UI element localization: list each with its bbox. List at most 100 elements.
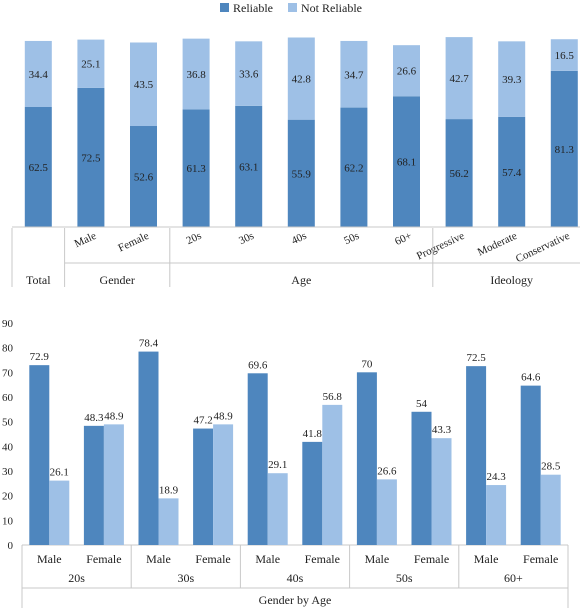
data-label-reliable-3: 61.3: [186, 163, 206, 175]
y-tick-label-2: 20: [2, 491, 14, 503]
data-label-reliable-7: 68.1: [397, 157, 416, 169]
data-label-not-reliable-9: 28.5: [541, 461, 561, 473]
data-label-reliable-2: 52.6: [134, 172, 154, 184]
group-label-bottom-2: 40s: [287, 571, 304, 585]
bar-reliable-5: [302, 441, 323, 545]
stacked-bar-chart: 62.5 34.4 72.5 25.1 52.6 43.5 61.3 36.8 63.1 33.6…: [11, 37, 580, 287]
bar-reliable-8: [445, 119, 473, 227]
bar-not-reliable-2: [130, 42, 157, 127]
data-label-not-reliable-1: 25.1: [81, 59, 100, 71]
bar-not-reliable-8: [486, 485, 507, 545]
bar-reliable-1: [83, 425, 104, 545]
data-label-reliable-8: 56.2: [449, 168, 468, 180]
group-label-3: Ideology: [490, 273, 533, 287]
bar-reliable-0: [29, 365, 50, 545]
group-label-2: Age: [291, 273, 311, 287]
data-label-reliable-5: 55.9: [292, 168, 312, 180]
data-label-reliable-8: 72.5: [466, 352, 486, 364]
group-label-bottom-1: 30s: [177, 571, 194, 585]
tick-label-10: Conservative: [514, 230, 572, 265]
bar-not-reliable-7: [431, 438, 452, 545]
tick-label-3: 20s: [184, 230, 203, 247]
y-tick-label-5: 50: [2, 417, 14, 429]
bar-reliable-1: [77, 87, 105, 227]
bar-not-reliable-1: [103, 424, 124, 545]
bar-reliable-4: [247, 373, 268, 545]
bar-not-reliable-8: [445, 37, 473, 120]
bar-reliable-8: [466, 366, 487, 545]
bar-reliable-6: [356, 372, 377, 545]
data-label-not-reliable-6: 26.6: [377, 465, 397, 477]
data-label-reliable-9: 64.6: [521, 372, 541, 384]
bar-not-reliable-6: [340, 40, 368, 108]
tick-label-bottom-9: Female: [523, 552, 558, 566]
data-label-not-reliable-7: 43.3: [432, 424, 452, 436]
bar-reliable-6: [340, 107, 368, 227]
bar-not-reliable-4: [235, 41, 263, 106]
tick-label-bottom-3: Female: [195, 552, 230, 566]
data-label-reliable-3: 47.2: [193, 415, 212, 427]
group-label-1: Gender: [100, 273, 135, 287]
data-label-reliable-4: 69.6: [248, 359, 268, 371]
bar-not-reliable-3: [182, 38, 210, 110]
tick-label-5: 40s: [290, 230, 309, 247]
bar-not-reliable-5: [322, 404, 343, 545]
bar-not-reliable-0: [24, 40, 52, 108]
group-label-bottom-0: 20s: [68, 571, 85, 585]
data-label-not-reliable-7: 26.6: [397, 66, 417, 78]
bar-not-reliable-7: [393, 45, 420, 97]
tick-label-9: Moderate: [476, 230, 519, 259]
data-label-not-reliable-3: 48.9: [213, 410, 233, 422]
data-label-not-reliable-8: 24.3: [486, 471, 506, 483]
group-label-bottom-4: 60+: [504, 571, 523, 585]
data-label-not-reliable-5: 42.8: [292, 74, 312, 86]
data-label-not-reliable-5: 56.8: [323, 391, 343, 403]
tick-label-7: 60+: [393, 230, 414, 248]
bar-reliable-3: [193, 428, 214, 545]
legend: Reliable Not Reliable: [220, 1, 362, 15]
bar-reliable-7: [411, 411, 432, 545]
data-label-reliable-6: 70: [361, 358, 373, 370]
legend-swatch-not-reliable: [288, 3, 297, 12]
data-label-not-reliable-0: 26.1: [50, 467, 69, 479]
data-label-not-reliable-8: 42.7: [449, 73, 469, 85]
bar-not-reliable-3: [213, 424, 234, 545]
data-label-not-reliable-3: 36.8: [186, 69, 206, 81]
data-label-reliable-2: 78.4: [139, 338, 159, 350]
data-label-not-reliable-1: 48.9: [104, 410, 124, 422]
bar-not-reliable-10: [550, 39, 578, 71]
bar-not-reliable-1: [77, 39, 105, 88]
bar-reliable-7: [393, 96, 420, 227]
tick-label-bottom-4: Male: [255, 552, 280, 566]
tick-label-bottom-8: Male: [474, 552, 499, 566]
data-label-not-reliable-6: 34.7: [344, 69, 364, 81]
data-label-reliable-5: 41.8: [303, 428, 323, 440]
x-axis-title: Gender by Age: [259, 593, 332, 607]
bar-not-reliable-9: [540, 474, 561, 545]
bar-reliable-9: [498, 116, 526, 227]
tick-label-1: Male: [73, 230, 99, 250]
tick-label-bottom-5: Female: [305, 552, 340, 566]
legend-label-reliable: Reliable: [233, 1, 273, 15]
data-label-not-reliable-2: 18.9: [159, 484, 179, 496]
data-label-reliable-6: 62.2: [344, 162, 363, 174]
y-tick-label-8: 80: [2, 343, 14, 355]
tick-label-6: 50s: [342, 230, 361, 247]
data-label-not-reliable-10: 16.5: [555, 50, 575, 62]
bar-not-reliable-2: [158, 498, 179, 545]
y-tick-label-0: 0: [8, 540, 14, 552]
bar-reliable-4: [235, 105, 263, 227]
y-tick-label-7: 70: [2, 367, 14, 379]
tick-label-bottom-2: Male: [146, 552, 171, 566]
group-label-0: Total: [26, 273, 51, 287]
data-label-reliable-4: 63.1: [239, 161, 258, 173]
data-label-reliable-0: 62.5: [29, 162, 49, 174]
bar-not-reliable-9: [498, 41, 526, 117]
data-label-not-reliable-4: 29.1: [268, 459, 287, 471]
legend-swatch-reliable: [220, 3, 229, 12]
data-label-not-reliable-2: 43.5: [134, 79, 154, 91]
data-label-reliable-0: 72.9: [30, 351, 50, 363]
data-label-not-reliable-4: 33.6: [239, 69, 259, 81]
tick-label-8: Progressive: [415, 230, 467, 263]
